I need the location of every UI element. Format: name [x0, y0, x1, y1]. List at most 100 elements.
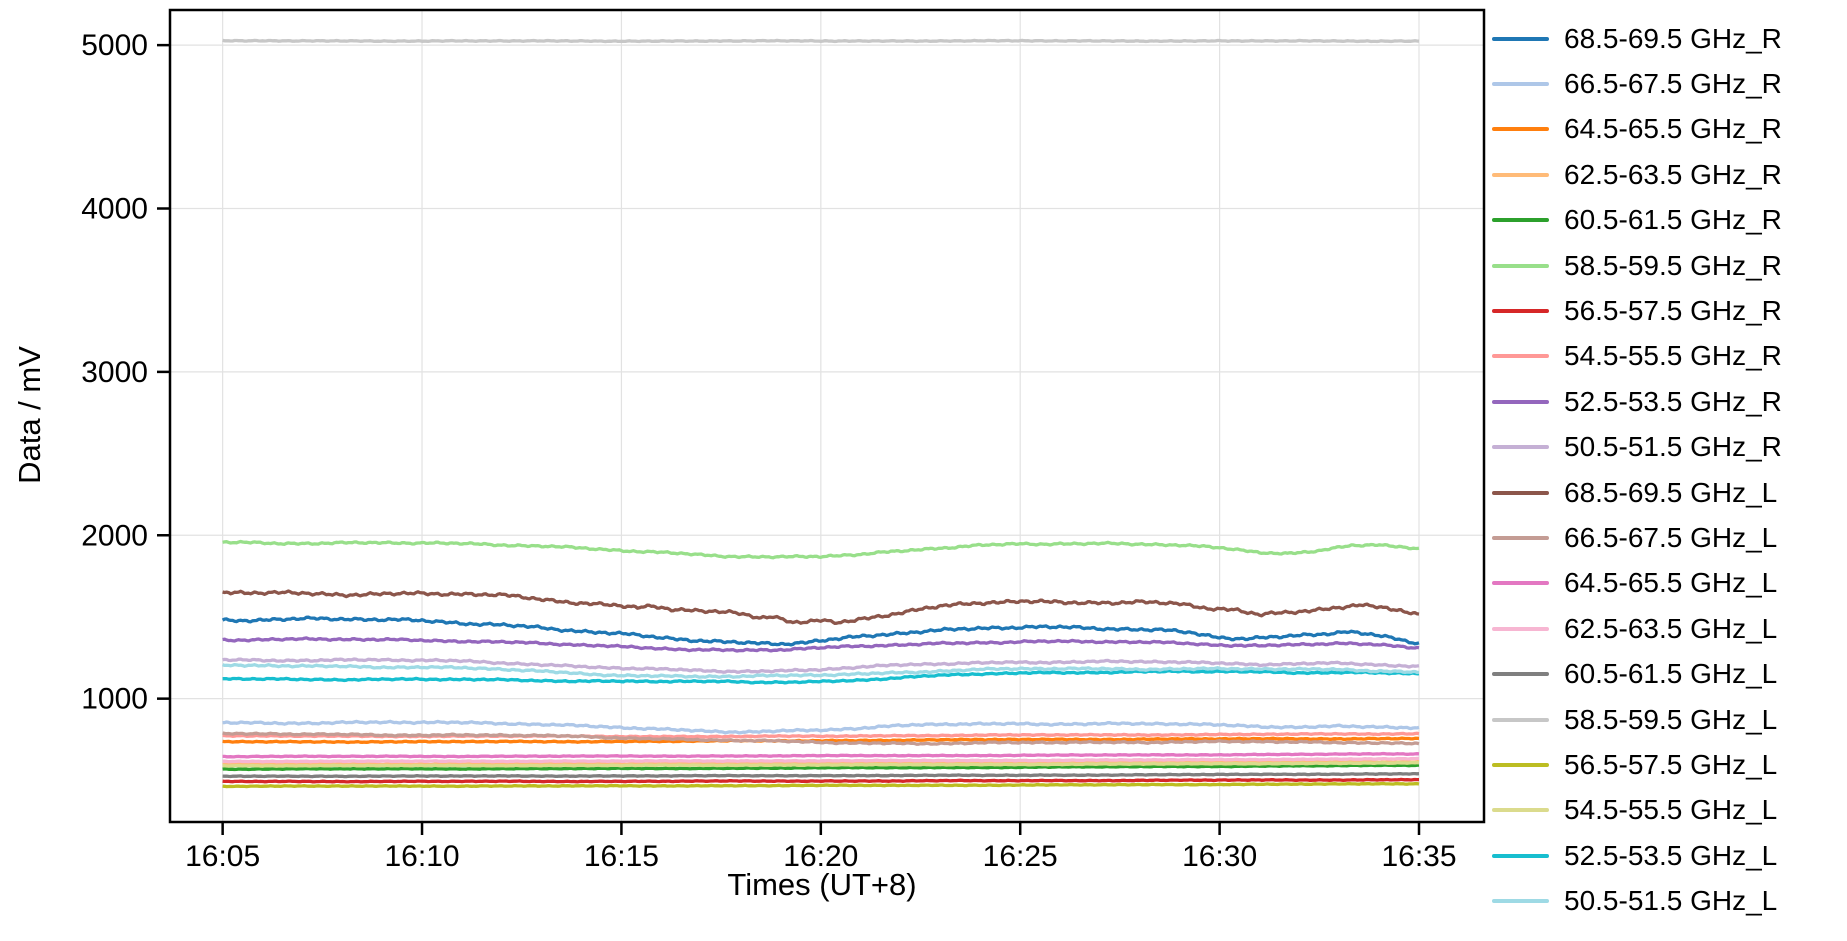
- series-line-68.5-69.5 GHz_L: [222, 589, 1420, 626]
- legend-item: 62.5-63.5 GHz_R: [1492, 152, 1782, 197]
- legend-line-swatch: [1492, 172, 1549, 177]
- x-tick-label: 16:15: [584, 840, 659, 873]
- x-axis-label: Times (UT+8): [727, 867, 917, 902]
- series-line-66.5-67.5 GHz_R: [222, 719, 1420, 735]
- legend: 68.5-69.5 GHz_R 66.5-67.5 GHz_R 64.5-65.5 …: [1492, 16, 1782, 924]
- legend-line-swatch: [1492, 309, 1549, 314]
- series-line-62.5-63.5 GHz_L: [222, 756, 1419, 764]
- x-tick-label: 16:30: [1182, 840, 1257, 873]
- y-axis-label: Data / mV: [12, 346, 47, 484]
- legend-line-swatch: [1492, 535, 1549, 540]
- legend-line-swatch: [1492, 445, 1549, 450]
- series-line-68.5-69.5 GHz_R: [221, 615, 1420, 647]
- y-tick-label: 4000: [81, 193, 148, 226]
- legend-item: 66.5-67.5 GHz_L: [1492, 515, 1782, 560]
- legend-line-swatch: [1492, 263, 1549, 268]
- legend-line-swatch: [1492, 808, 1549, 813]
- legend-line-swatch: [1492, 36, 1549, 41]
- legend-item: 56.5-57.5 GHz_R: [1492, 288, 1782, 333]
- legend-label: 66.5-67.5 GHz_L: [1564, 521, 1778, 553]
- legend-label: 50.5-51.5 GHz_L: [1564, 885, 1778, 917]
- legend-line-swatch: [1492, 853, 1549, 858]
- legend-item: 68.5-69.5 GHz_L: [1492, 470, 1782, 515]
- legend-label: 50.5-51.5 GHz_R: [1564, 431, 1782, 463]
- x-tick-label: 16:25: [983, 840, 1058, 873]
- series-line-56.5-57.5 GHz_R: [222, 777, 1419, 784]
- legend-label: 52.5-53.5 GHz_L: [1564, 839, 1778, 871]
- legend-item: 58.5-59.5 GHz_R: [1492, 243, 1782, 288]
- legend-item: 52.5-53.5 GHz_R: [1492, 379, 1782, 424]
- series-line-64.5-65.5 GHz_R: [222, 736, 1420, 745]
- y-tick-label: 2000: [81, 519, 148, 552]
- legend-line-swatch: [1492, 762, 1549, 767]
- x-tick-label: 16:05: [185, 840, 260, 873]
- series-line-52.5-53.5 GHz_L: [222, 669, 1420, 685]
- legend-label: 64.5-65.5 GHz_L: [1564, 567, 1778, 599]
- legend-line-swatch: [1492, 399, 1549, 404]
- legend-item: 64.5-65.5 GHz_R: [1492, 107, 1782, 152]
- series-line-50.5-51.5 GHz_R: [222, 657, 1420, 674]
- series-lines: [221, 38, 1420, 789]
- legend-item: 66.5-67.5 GHz_R: [1492, 61, 1782, 106]
- legend-item: 54.5-55.5 GHz_R: [1492, 334, 1782, 379]
- legend-line-swatch: [1492, 490, 1549, 495]
- legend-label: 56.5-57.5 GHz_L: [1564, 748, 1778, 780]
- legend-item: 56.5-57.5 GHz_L: [1492, 742, 1782, 787]
- legend-label: 68.5-69.5 GHz_R: [1564, 22, 1782, 54]
- legend-label: 58.5-59.5 GHz_L: [1564, 703, 1778, 735]
- legend-line-swatch: [1492, 899, 1549, 904]
- y-tick-label: 5000: [81, 29, 148, 62]
- x-tick-label: 16:10: [384, 840, 459, 873]
- legend-label: 60.5-61.5 GHz_R: [1564, 204, 1782, 236]
- legend-item: 60.5-61.5 GHz_L: [1492, 651, 1782, 696]
- legend-item: 50.5-51.5 GHz_R: [1492, 425, 1782, 470]
- legend-label: 62.5-63.5 GHz_R: [1564, 158, 1782, 190]
- series-line-64.5-65.5 GHz_L: [222, 751, 1420, 759]
- tick-marks: [157, 43, 1421, 835]
- legend-item: 52.5-53.5 GHz_L: [1492, 833, 1782, 878]
- legend-item: 62.5-63.5 GHz_L: [1492, 606, 1782, 651]
- legend-label: 60.5-61.5 GHz_L: [1564, 658, 1778, 690]
- series-line-60.5-61.5 GHz_R: [222, 763, 1420, 772]
- legend-label: 62.5-63.5 GHz_L: [1564, 612, 1778, 644]
- legend-item: 68.5-69.5 GHz_R: [1492, 16, 1782, 61]
- legend-line-swatch: [1492, 581, 1549, 586]
- x-tick-label: 16:20: [783, 840, 858, 873]
- tick-labels: 16:05 16:10 16:15 16:20 16:25 16:30 16:35 1000 2…: [81, 29, 1456, 873]
- legend-line-swatch: [1492, 354, 1549, 359]
- legend-label: 54.5-55.5 GHz_R: [1564, 340, 1782, 372]
- series-line-56.5-57.5 GHz_L: [222, 781, 1420, 789]
- legend-label: 64.5-65.5 GHz_R: [1564, 113, 1782, 145]
- legend-line-swatch: [1492, 218, 1549, 223]
- y-tick-label: 3000: [81, 356, 148, 389]
- plot-frame: [168, 8, 1486, 824]
- legend-item: 64.5-65.5 GHz_L: [1492, 561, 1782, 606]
- legend-item: 60.5-61.5 GHz_R: [1492, 198, 1782, 243]
- legend-label: 54.5-55.5 GHz_L: [1564, 794, 1778, 826]
- legend-label: 52.5-53.5 GHz_R: [1564, 385, 1782, 417]
- series-line-52.5-53.5 GHz_R: [222, 636, 1420, 653]
- legend-line-swatch: [1492, 626, 1549, 631]
- legend-item: 50.5-51.5 GHz_L: [1492, 878, 1782, 923]
- series-line-54.5-55.5 GHz_L: [222, 760, 1420, 768]
- gridlines: [170, 10, 1484, 822]
- series-line-60.5-61.5 GHz_L: [222, 771, 1420, 779]
- legend-label: 56.5-57.5 GHz_R: [1564, 295, 1782, 327]
- legend-line-swatch: [1492, 127, 1549, 132]
- y-tick-label: 1000: [81, 683, 148, 716]
- legend-line-swatch: [1492, 82, 1549, 87]
- series-line-58.5-59.5 GHz_L: [222, 38, 1420, 44]
- series-line-50.5-51.5 GHz_L: [222, 662, 1420, 679]
- legend-label: 68.5-69.5 GHz_L: [1564, 476, 1778, 508]
- legend-label: 66.5-67.5 GHz_R: [1564, 68, 1782, 100]
- x-tick-label: 16:35: [1381, 840, 1456, 873]
- series-line-58.5-59.5 GHz_R: [222, 539, 1420, 560]
- legend-item: 54.5-55.5 GHz_L: [1492, 788, 1782, 833]
- legend-label: 58.5-59.5 GHz_R: [1564, 249, 1782, 281]
- legend-line-swatch: [1492, 672, 1549, 677]
- legend-item: 58.5-59.5 GHz_L: [1492, 697, 1782, 742]
- legend-line-swatch: [1492, 717, 1549, 722]
- series-line-66.5-67.5 GHz_L: [222, 731, 1420, 746]
